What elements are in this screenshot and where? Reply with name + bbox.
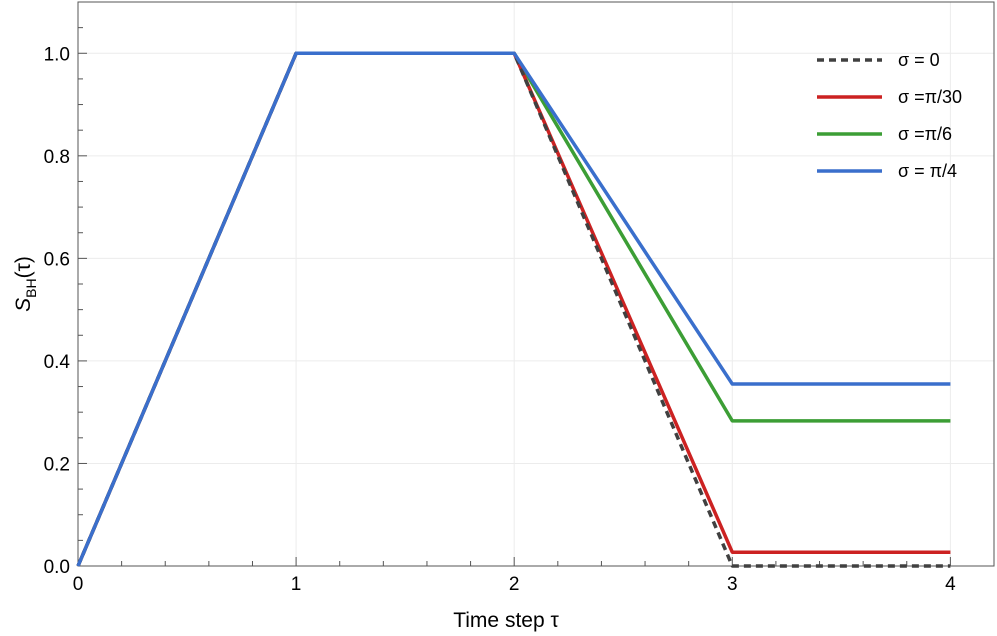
grid-lines	[78, 2, 994, 566]
x-tick-label: 0	[73, 574, 84, 595]
legend-label-3: σ = π/4	[898, 161, 957, 181]
y-tick-label: 0.2	[44, 454, 70, 475]
x-tick-label: 4	[945, 574, 956, 595]
axis-ticks: 0 1 2 3 4 0.0 0.2 0.4 0.6 0.8 1.0	[44, 1, 995, 595]
series-line-3	[76, 51, 951, 567]
series-lines	[76, 51, 951, 568]
legend: σ = 0 σ =π/30 σ =π/6 σ = π/4	[817, 50, 962, 181]
legend-label-2: σ =π/6	[898, 124, 952, 144]
y-axis-title: SBH(τ)	[12, 256, 39, 312]
x-axis-title: Time step τ	[453, 609, 559, 632]
legend-label-0: σ = 0	[898, 50, 940, 70]
y-tick-label: 1.0	[44, 44, 70, 65]
y-tick-label: 0.4	[44, 352, 71, 373]
x-tick-label: 1	[291, 574, 302, 595]
legend-label-1: σ =π/30	[898, 87, 962, 107]
series-line-0	[76, 51, 951, 568]
y-tick-label: 0.0	[44, 557, 70, 578]
y-tick-label: 0.6	[44, 249, 70, 270]
x-tick-label: 2	[509, 574, 520, 595]
y-tick-label: 0.8	[44, 147, 70, 168]
x-tick-label: 3	[727, 574, 738, 595]
